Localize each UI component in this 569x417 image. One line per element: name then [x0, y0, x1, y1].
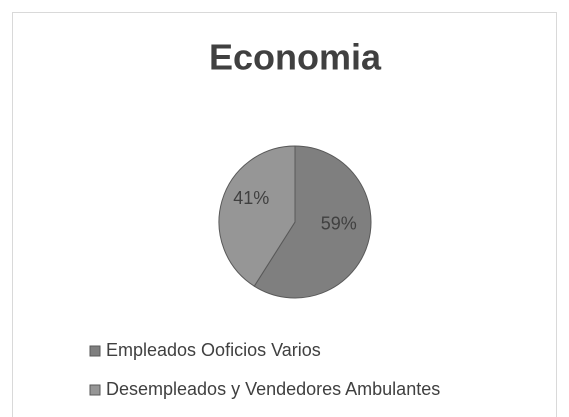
chart-title: Economia: [209, 37, 382, 78]
legend-marker: [89, 384, 101, 396]
data-label: 59%: [321, 213, 357, 233]
legend-label: Desempleados y Vendedores Ambulantes: [106, 379, 440, 399]
legend-marker: [89, 345, 101, 357]
data-label: 41%: [233, 188, 269, 208]
pie-slice: [218, 145, 296, 287]
legend-label: Empleados Ooficios Varios: [106, 340, 321, 360]
pie-slice: [253, 145, 372, 299]
